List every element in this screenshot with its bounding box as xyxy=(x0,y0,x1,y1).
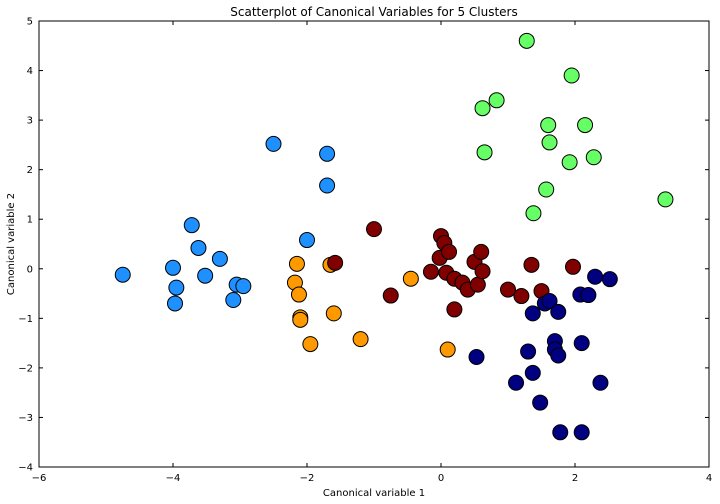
data-point-cluster-3 xyxy=(327,254,344,271)
data-point-cluster-4 xyxy=(587,268,604,285)
data-point-cluster-3 xyxy=(446,301,463,318)
data-point-cluster-2 xyxy=(288,255,305,272)
data-point-cluster-3 xyxy=(382,287,399,304)
data-point-cluster-4 xyxy=(601,271,618,288)
data-point-cluster-1 xyxy=(197,267,214,284)
data-point-cluster-4 xyxy=(592,374,609,391)
data-point-cluster-3 xyxy=(441,243,458,260)
y-tick-label: 0 xyxy=(27,264,33,275)
data-point-cluster-4 xyxy=(550,303,567,320)
data-point-cluster-5 xyxy=(585,149,602,166)
data-point-cluster-5 xyxy=(563,67,580,84)
data-point-cluster-5 xyxy=(518,32,535,49)
data-point-cluster-5 xyxy=(577,117,594,134)
data-point-cluster-5 xyxy=(476,144,493,161)
data-point-cluster-5 xyxy=(657,191,674,208)
x-axis-label: Canonical variable 1 xyxy=(323,488,425,499)
x-tick-label: −2 xyxy=(300,473,315,484)
data-point-cluster-5 xyxy=(540,117,557,134)
data-point-cluster-1 xyxy=(114,266,131,283)
x-tick-label: −6 xyxy=(32,473,47,484)
data-point-cluster-3 xyxy=(473,243,490,260)
data-point-cluster-5 xyxy=(525,205,542,222)
chart-title: Scatterplot of Canonical Variables for 5… xyxy=(230,5,517,19)
y-tick-label: 4 xyxy=(27,66,33,77)
y-tick-label: −4 xyxy=(18,463,33,474)
data-point-cluster-5 xyxy=(538,181,555,198)
data-point-cluster-5 xyxy=(561,154,578,171)
data-point-cluster-4 xyxy=(580,287,597,304)
data-point-cluster-2 xyxy=(352,331,369,348)
data-point-cluster-4 xyxy=(573,335,590,352)
data-point-cluster-1 xyxy=(319,177,336,194)
data-point-cluster-1 xyxy=(167,295,184,312)
data-point-cluster-4 xyxy=(550,347,567,364)
x-tick-label: 2 xyxy=(572,473,578,484)
data-point-cluster-1 xyxy=(211,250,228,267)
data-point-cluster-5 xyxy=(474,100,491,117)
data-point-cluster-1 xyxy=(299,232,315,249)
data-point-cluster-2 xyxy=(290,286,307,303)
data-point-cluster-3 xyxy=(366,221,382,238)
data-point-cluster-3 xyxy=(474,263,491,280)
data-point-cluster-1 xyxy=(190,239,207,256)
data-point-cluster-4 xyxy=(524,305,541,322)
data-point-cluster-4 xyxy=(468,348,485,365)
plot-frame xyxy=(38,20,710,468)
data-point-cluster-3 xyxy=(469,276,486,293)
y-tick-label: −2 xyxy=(18,363,33,374)
y-tick-label: 5 xyxy=(27,17,33,28)
data-point-cluster-1 xyxy=(183,217,200,234)
data-point-cluster-3 xyxy=(523,256,540,273)
x-tick-label: 0 xyxy=(438,473,444,484)
data-point-cluster-1 xyxy=(225,291,242,308)
y-tick-label: −1 xyxy=(18,314,33,325)
data-point-cluster-2 xyxy=(439,341,456,358)
data-point-cluster-5 xyxy=(541,134,558,151)
data-point-cluster-2 xyxy=(302,336,319,353)
data-point-cluster-1 xyxy=(168,279,185,296)
data-point-cluster-2 xyxy=(402,270,419,287)
x-tick-label: −4 xyxy=(166,473,181,484)
data-point-cluster-1 xyxy=(165,259,181,276)
data-point-cluster-3 xyxy=(564,258,581,275)
data-point-cluster-3 xyxy=(513,288,530,305)
y-axis-label: Canonical variable 2 xyxy=(6,193,17,295)
data-point-cluster-3 xyxy=(500,281,516,298)
data-point-cluster-1 xyxy=(265,135,282,152)
data-point-cluster-5 xyxy=(488,92,505,109)
x-tick-label: 4 xyxy=(706,473,712,484)
data-point-cluster-1 xyxy=(319,145,336,162)
data-point-cluster-3 xyxy=(422,263,439,280)
data-point-cluster-4 xyxy=(508,374,525,391)
y-tick-label: 1 xyxy=(27,215,33,226)
y-tick-label: 3 xyxy=(27,116,33,127)
data-point-cluster-4 xyxy=(520,343,537,360)
data-point-cluster-4 xyxy=(532,394,549,411)
y-tick-label: 2 xyxy=(27,165,33,176)
data-point-cluster-2 xyxy=(292,311,309,328)
y-tick-label: −3 xyxy=(18,413,33,424)
data-point-cluster-2 xyxy=(325,305,342,322)
data-point-cluster-4 xyxy=(541,292,558,309)
data-point-cluster-1 xyxy=(235,278,252,295)
data-point-cluster-4 xyxy=(552,424,569,441)
data-point-cluster-4 xyxy=(524,364,541,381)
data-point-cluster-4 xyxy=(573,424,590,441)
